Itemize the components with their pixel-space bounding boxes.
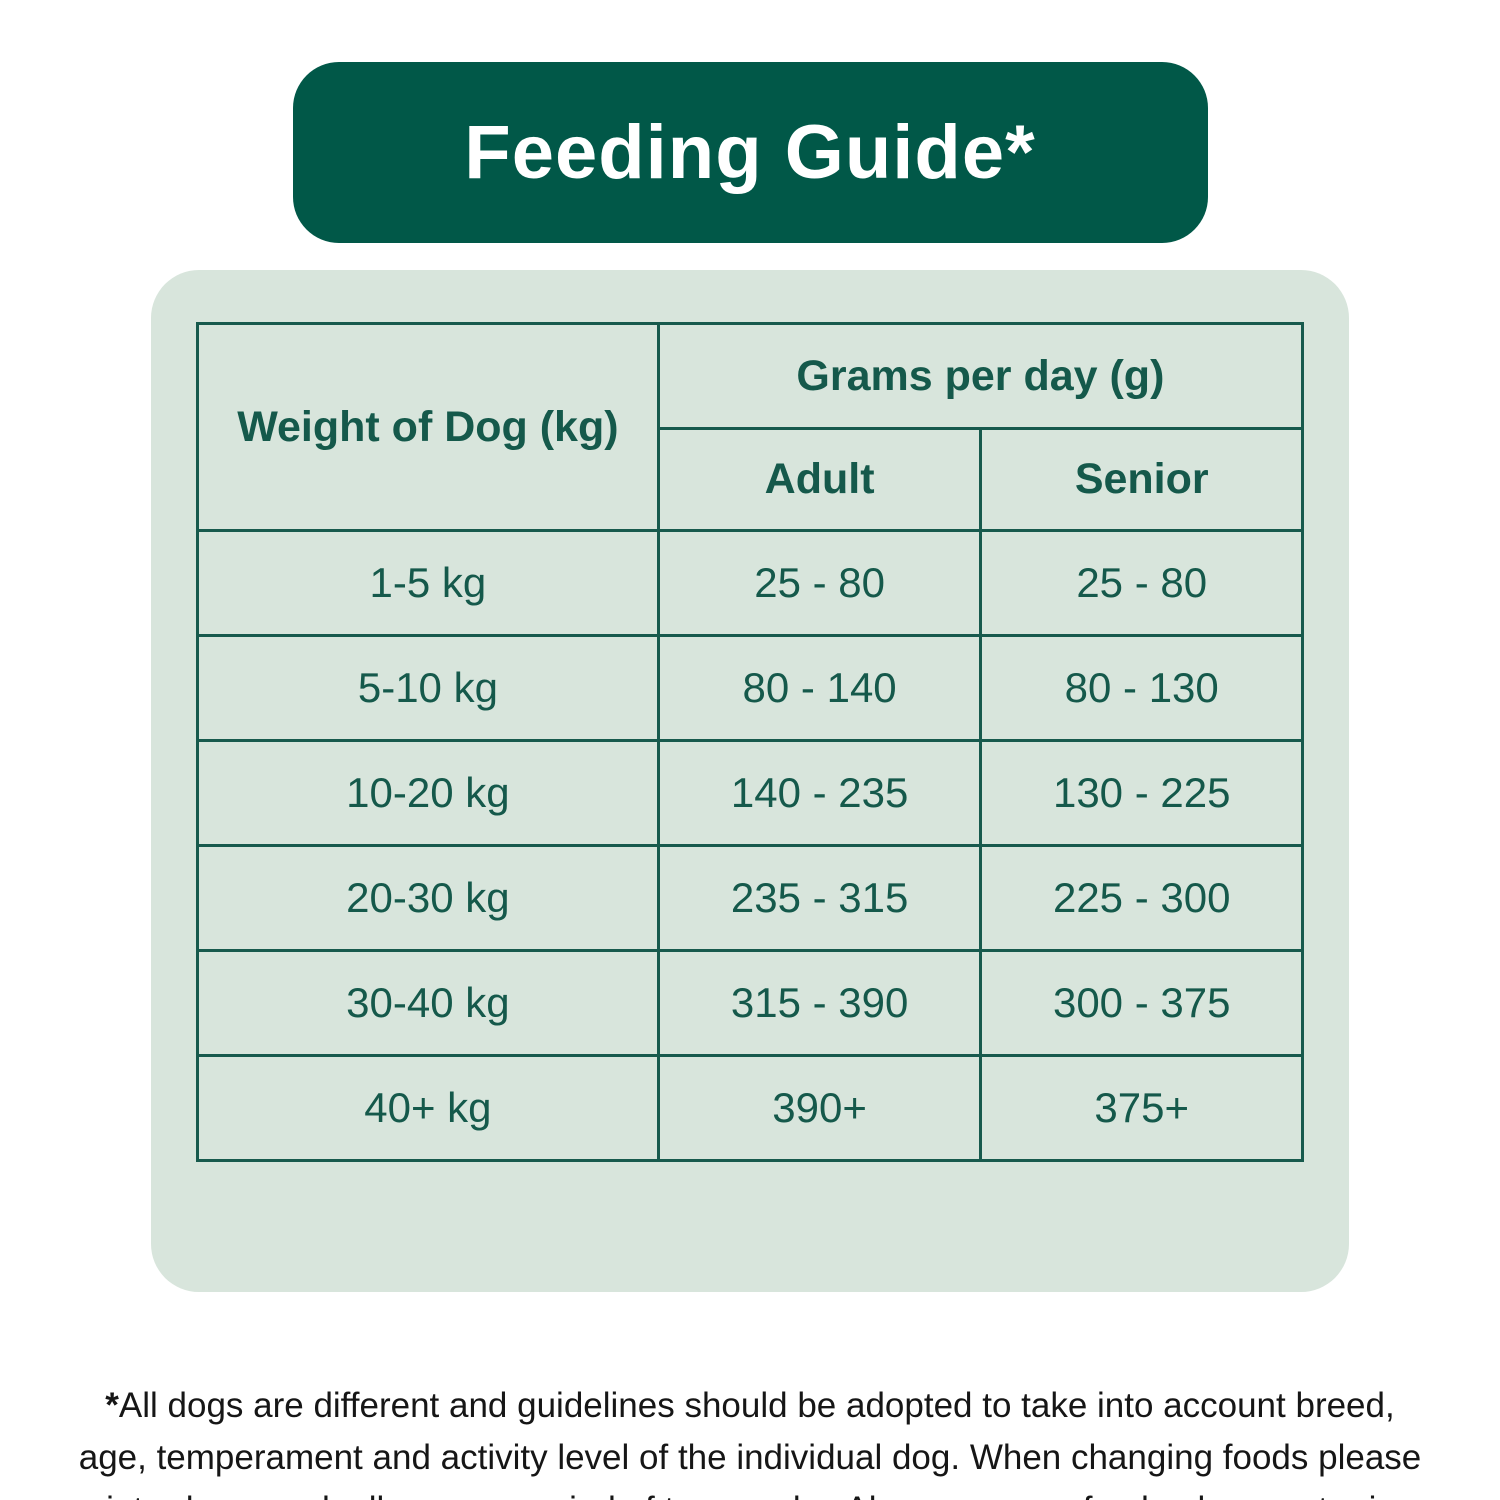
column-group-header-grams-per-day: Grams per day (g) [656, 322, 1305, 430]
table-row-5-10kg: 5-10 kg 80 - 140 80 - 130 [196, 634, 1304, 742]
table-row-20-30kg: 20-30 kg 235 - 315 225 - 300 [196, 844, 1304, 952]
column-header-adult: Adult [656, 427, 983, 532]
table-header-row-group: Weight of Dog (kg) Grams per day (g) [196, 322, 1305, 532]
weight-cell: 40+ kg [196, 1054, 660, 1162]
feeding-guide-table: Weight of Dog (kg) Grams per day (g) Adu… [196, 322, 1305, 1162]
senior-grams-cell: 80 - 130 [979, 634, 1304, 742]
adult-grams-cell: 80 - 140 [656, 634, 983, 742]
adult-grams-cell: 140 - 235 [656, 739, 983, 847]
adult-grams-cell: 235 - 315 [656, 844, 983, 952]
senior-grams-cell: 300 - 375 [979, 949, 1304, 1057]
adult-grams-cell: 390+ [656, 1054, 983, 1162]
footnote-text: All dogs are different and guidelines sh… [78, 1386, 1422, 1500]
senior-grams-cell: 375+ [979, 1054, 1304, 1162]
senior-grams-cell: 25 - 80 [979, 529, 1304, 637]
footnote: *All dogs are different and guidelines s… [70, 1380, 1430, 1500]
adult-grams-cell: 315 - 390 [656, 949, 983, 1057]
adult-grams-cell: 25 - 80 [656, 529, 983, 637]
table-row-30-40kg: 30-40 kg 315 - 390 300 - 375 [196, 949, 1304, 1057]
table-row-40plus-kg: 40+ kg 390+ 375+ [196, 1054, 1304, 1162]
page-title: Feeding Guide* [464, 110, 1036, 195]
feeding-table-panel: Weight of Dog (kg) Grams per day (g) Adu… [151, 270, 1349, 1292]
table-row-1-5kg: 1-5 kg 25 - 80 25 - 80 [196, 529, 1304, 637]
weight-cell: 10-20 kg [196, 739, 660, 847]
senior-grams-cell: 225 - 300 [979, 844, 1304, 952]
footnote-asterisk: * [105, 1386, 119, 1425]
table-row-10-20kg: 10-20 kg 140 - 235 130 - 225 [196, 739, 1304, 847]
column-header-weight: Weight of Dog (kg) [196, 322, 660, 532]
weight-cell: 5-10 kg [196, 634, 660, 742]
weight-cell: 30-40 kg [196, 949, 660, 1057]
feeding-guide-banner: Feeding Guide* [292, 62, 1208, 243]
senior-grams-cell: 130 - 225 [979, 739, 1304, 847]
table-header-row-sub: Adult Senior [198, 427, 1304, 532]
column-header-senior: Senior [979, 427, 1304, 532]
weight-cell: 20-30 kg [196, 844, 660, 952]
weight-cell: 1-5 kg [196, 529, 660, 637]
